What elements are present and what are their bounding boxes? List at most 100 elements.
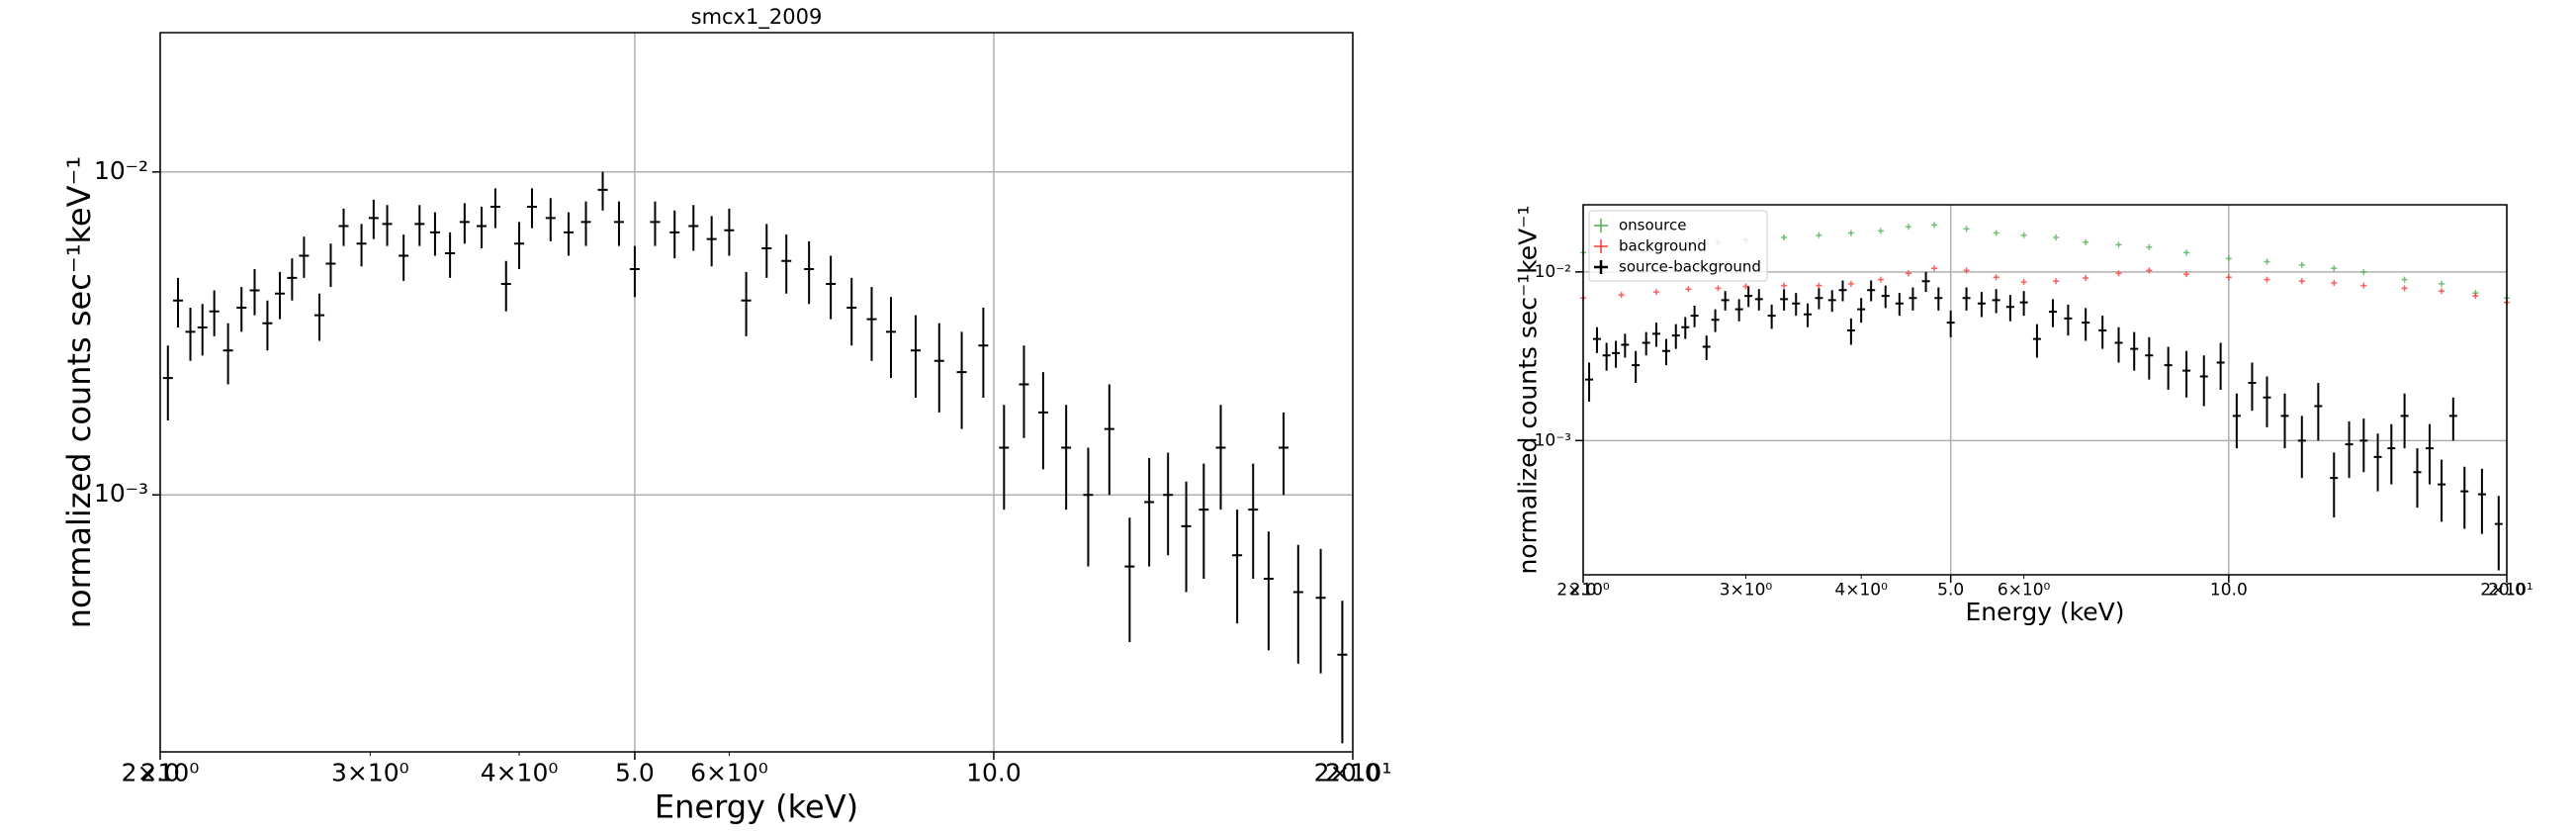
error-bar-point xyxy=(429,212,440,256)
x-axis-label: Energy (keV) xyxy=(655,788,858,826)
error-bar-point xyxy=(2114,326,2123,363)
error-bar-point xyxy=(2199,355,2208,407)
x-minor-tick-label: 2×10¹ xyxy=(2480,580,2533,600)
x-minor-tick-label: 3×10⁰ xyxy=(1720,580,1773,600)
error-bar-point xyxy=(1585,362,1594,403)
point xyxy=(2115,270,2122,277)
legend-label: source-background xyxy=(1619,258,1761,276)
x-tick-label: 2.0 xyxy=(1569,580,1596,600)
error-bar-point xyxy=(275,271,286,320)
y-tick-label: 10⁻³ xyxy=(1535,430,1571,450)
error-bar-point xyxy=(1711,309,1720,332)
y-tick-label: 10⁻³ xyxy=(94,479,148,508)
point xyxy=(2264,276,2270,283)
point xyxy=(1618,292,1625,299)
error-bar-point xyxy=(1827,290,1836,313)
error-bar-point xyxy=(2438,459,2446,522)
error-bar-point xyxy=(826,255,837,320)
error-bar-point xyxy=(2164,346,2173,390)
error-bar-point xyxy=(1232,510,1243,624)
error-bar-point xyxy=(629,245,640,298)
point xyxy=(1905,270,1911,277)
point xyxy=(2439,280,2445,287)
error-bar-point xyxy=(846,277,857,346)
point xyxy=(2053,278,2060,285)
error-bar-point xyxy=(197,304,208,356)
error-bar-point xyxy=(2345,420,2354,479)
error-bar-point xyxy=(414,205,425,246)
error-bar-point xyxy=(2425,423,2434,485)
error-bar-point xyxy=(2216,342,2225,390)
point xyxy=(2401,285,2408,292)
point xyxy=(1816,232,1822,238)
error-bar-point xyxy=(477,207,488,249)
error-bar-point xyxy=(2297,416,2306,479)
point xyxy=(1993,274,1999,281)
error-bar-point xyxy=(222,323,233,385)
point xyxy=(1781,234,1788,241)
error-bar-point xyxy=(580,201,591,246)
x-tick-label: 10.0 xyxy=(2210,580,2248,600)
error-bar-point xyxy=(2373,433,2382,492)
error-bar-point xyxy=(2494,496,2503,571)
error-bar-point xyxy=(1199,463,1209,579)
x-minor-tick-label: 4×10⁰ xyxy=(481,759,559,788)
error-bar-point xyxy=(1337,601,1348,744)
error-bar-point xyxy=(2048,299,2057,327)
point xyxy=(2225,274,2232,281)
error-bar-point xyxy=(1734,299,1743,322)
point xyxy=(2183,249,2190,256)
error-bar-point xyxy=(1671,324,1680,349)
legend-marker xyxy=(1594,219,1608,232)
error-bar-point xyxy=(1977,292,1986,318)
error-bar-point xyxy=(2448,397,2457,441)
error-bar-point xyxy=(1857,298,1866,324)
x-tick-label: 5.0 xyxy=(1937,580,1964,600)
error-bar-point xyxy=(2413,448,2422,509)
error-bar-point xyxy=(1721,291,1730,311)
error-bar-point xyxy=(2064,304,2073,336)
legend-label: background xyxy=(1619,237,1707,255)
error-bar-point xyxy=(1804,303,1812,327)
error-bar-point xyxy=(1690,306,1699,327)
error-bar-point xyxy=(1754,289,1763,311)
error-bar-point xyxy=(1881,285,1890,309)
legend-label: onsource xyxy=(1619,217,1687,234)
legend-marker xyxy=(1594,260,1608,274)
error-bar-point xyxy=(669,210,680,259)
point xyxy=(2439,288,2445,295)
x-minor-tick-label: 2×10⁰ xyxy=(1556,580,1610,600)
error-bar-point xyxy=(314,293,325,341)
error-bar-point xyxy=(2359,418,2368,473)
error-bar-point xyxy=(956,331,967,429)
error-bar-point xyxy=(338,208,349,246)
y-tick-label: 10⁻² xyxy=(1535,262,1571,282)
y-axis-label: normalized counts sec⁻¹keV⁻¹ xyxy=(1514,205,1543,574)
error-bar-point xyxy=(866,287,877,361)
error-bar-point xyxy=(382,205,393,246)
error-bar-point xyxy=(1651,323,1660,347)
error-bar-point xyxy=(1621,333,1630,358)
error-bar-point xyxy=(1867,280,1876,302)
point xyxy=(2083,275,2089,282)
point xyxy=(2146,243,2153,250)
point xyxy=(2115,241,2122,248)
error-bar-point xyxy=(2145,336,2154,380)
x-axis-label: Energy (keV) xyxy=(1965,598,2124,626)
error-bar-point xyxy=(1602,342,1611,371)
point xyxy=(1963,267,1970,274)
error-bar-point xyxy=(761,224,772,278)
error-bar-point xyxy=(1702,335,1711,360)
error-bar-point xyxy=(445,232,456,278)
point xyxy=(2331,265,2338,272)
error-bar-point xyxy=(1846,318,1855,345)
error-bar-point xyxy=(545,198,556,241)
error-bar-point xyxy=(2005,295,2014,322)
error-bar-point xyxy=(978,307,989,398)
point xyxy=(1847,280,1854,287)
error-bar-point xyxy=(1934,287,1943,311)
error-bar-point xyxy=(1815,288,1823,310)
error-bar-point xyxy=(1921,271,1930,293)
error-bar-point xyxy=(1744,286,1753,308)
